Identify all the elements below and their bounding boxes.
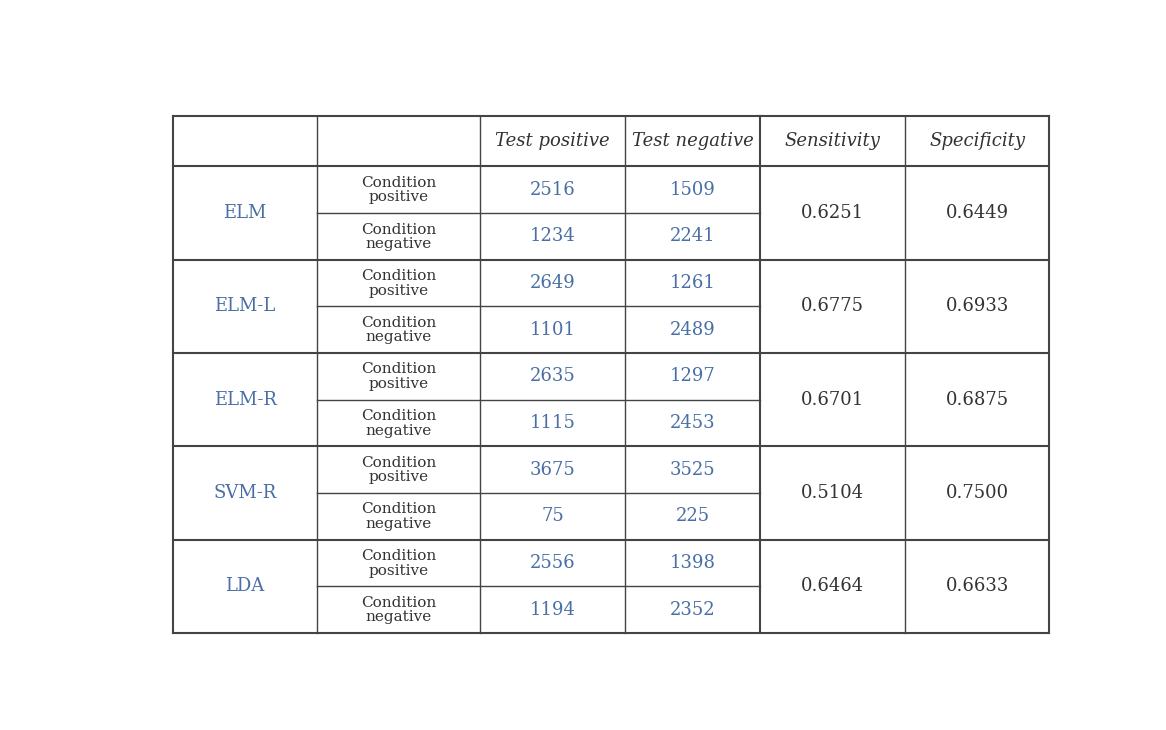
Text: 2241: 2241 [669,227,715,245]
Text: 2516: 2516 [529,180,575,199]
Text: 2649: 2649 [529,274,575,292]
Text: positive: positive [368,470,429,485]
Text: 2352: 2352 [669,601,715,618]
Text: 1509: 1509 [669,180,716,199]
Text: 0.6701: 0.6701 [801,391,864,409]
Text: 1261: 1261 [669,274,716,292]
Text: Specificity: Specificity [929,132,1025,150]
Text: 1234: 1234 [529,227,575,245]
Text: 1101: 1101 [529,320,575,339]
Text: positive: positive [368,191,429,204]
Text: 3675: 3675 [529,461,575,479]
Text: ELM-R: ELM-R [213,391,276,409]
Text: Test negative: Test negative [632,132,753,150]
Text: Condition: Condition [361,363,436,377]
Text: 1398: 1398 [669,554,716,572]
Text: positive: positive [368,564,429,577]
Text: 75: 75 [541,507,564,525]
Text: negative: negative [366,237,431,251]
Text: 0.6633: 0.6633 [946,577,1009,595]
Text: 2556: 2556 [529,554,575,572]
Text: Condition: Condition [361,456,436,470]
Text: negative: negative [366,331,431,345]
Text: Test positive: Test positive [496,132,610,150]
Text: Condition: Condition [361,223,436,237]
Text: Sensitivity: Sensitivity [785,132,880,150]
Text: 0.6933: 0.6933 [946,297,1009,315]
Text: 0.6251: 0.6251 [801,204,864,222]
Text: 0.6449: 0.6449 [946,204,1009,222]
Text: Condition: Condition [361,549,436,563]
Text: Condition: Condition [361,502,436,516]
Text: negative: negative [366,423,431,438]
Text: SVM-R: SVM-R [213,484,276,502]
Text: positive: positive [368,284,429,298]
Text: 0.6464: 0.6464 [801,577,864,595]
Text: Condition: Condition [361,409,436,423]
Text: 2635: 2635 [529,367,575,385]
Text: ELM-L: ELM-L [215,297,276,315]
Text: 2453: 2453 [669,414,715,432]
Text: Condition: Condition [361,269,436,283]
Text: 225: 225 [675,507,710,525]
Text: 1297: 1297 [669,367,715,385]
Text: positive: positive [368,377,429,391]
Text: Condition: Condition [361,596,436,610]
Text: 0.5104: 0.5104 [801,484,864,502]
Text: negative: negative [366,610,431,624]
Text: 0.6875: 0.6875 [946,391,1009,409]
Text: Condition: Condition [361,176,436,190]
Text: LDA: LDA [225,577,265,595]
Text: 1194: 1194 [529,601,575,618]
Text: 2489: 2489 [669,320,715,339]
Text: 0.7500: 0.7500 [946,484,1009,502]
Text: Condition: Condition [361,316,436,330]
Text: ELM: ELM [224,204,267,222]
Text: 0.6775: 0.6775 [801,297,864,315]
Text: negative: negative [366,517,431,531]
Text: 3525: 3525 [669,461,715,479]
Text: 1115: 1115 [529,414,575,432]
